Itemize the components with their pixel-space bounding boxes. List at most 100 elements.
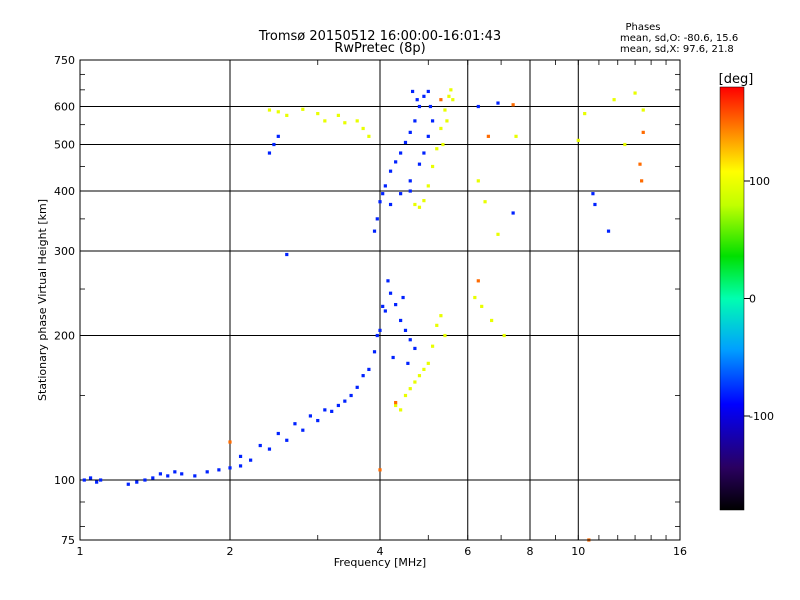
data-point-o: [323, 408, 327, 412]
colorbar-tick-label: -100: [749, 410, 774, 423]
data-point-o: [330, 409, 334, 413]
data-point-x: [476, 179, 480, 183]
x-tick-label: 2: [227, 545, 234, 558]
data-point-x: [430, 164, 435, 169]
data-point-o: [408, 179, 412, 183]
data-point-x: [276, 110, 280, 114]
data-point-o: [276, 431, 280, 436]
data-point-o: [343, 399, 347, 403]
colorbar-tick-label: 100: [749, 175, 770, 188]
data-point-other: [476, 279, 480, 283]
data-point-x: [301, 107, 305, 111]
y-tick-label: 600: [54, 101, 75, 114]
data-point-o: [158, 472, 163, 476]
x-tick-label: 10: [571, 545, 585, 558]
data-point-x: [473, 295, 477, 300]
data-point-o: [293, 422, 297, 426]
data-point-o: [403, 328, 408, 332]
data-point-o: [496, 101, 500, 105]
data-point-o: [417, 162, 422, 166]
data-point-o: [238, 464, 243, 468]
data-point-o: [408, 189, 412, 193]
data-point-o: [367, 367, 371, 372]
data-point-o: [426, 134, 430, 138]
data-point-o: [399, 192, 403, 196]
y-tick-label: 750: [54, 54, 75, 67]
x-tick-label: 8: [527, 545, 534, 558]
x-tick-label: 4: [377, 545, 384, 558]
data-point-o: [511, 211, 515, 215]
phases-heading: Phases: [625, 22, 660, 33]
data-point-o: [383, 309, 387, 313]
data-point-o: [355, 385, 359, 389]
y-tick-label: 75: [61, 534, 75, 547]
data-point-o: [408, 130, 412, 134]
data-point-x: [355, 119, 359, 123]
data-point-o: [381, 304, 385, 309]
data-point-o: [316, 418, 320, 423]
data-point-o: [285, 438, 289, 442]
x-tick-label: 1: [77, 545, 84, 558]
data-point-o: [403, 140, 408, 145]
data-point-o: [388, 169, 393, 173]
colorbar-label: [deg]: [719, 72, 754, 87]
y-tick-label: 100: [54, 474, 75, 487]
chart-title: Tromsø 20150512 16:00:00-16:01:43: [258, 29, 501, 44]
data-point-o: [180, 472, 184, 476]
data-point-x: [443, 108, 447, 112]
data-point-o: [205, 470, 209, 474]
y-axis-label: Stationary phase Virtual Height [km]: [36, 199, 49, 401]
data-points: [82, 88, 645, 542]
data-point-o: [372, 350, 377, 354]
data-point-x: [633, 91, 637, 95]
data-point-x: [285, 113, 289, 117]
data-point-x: [417, 205, 422, 209]
data-point-x: [641, 108, 645, 112]
data-point-o: [173, 470, 177, 474]
data-point-o: [388, 291, 393, 295]
data-point-o: [417, 104, 422, 109]
data-point-x: [443, 333, 447, 338]
plot-frame: [79, 59, 681, 541]
data-point-o: [88, 476, 93, 480]
data-point-other: [511, 103, 515, 107]
data-point-o: [386, 279, 390, 283]
axis-ticks: 1 2 4 6 8 10 16 75 100 200 300 400 500 600 750: [54, 54, 687, 558]
data-point-x: [417, 374, 422, 378]
data-point-o: [249, 458, 253, 462]
data-point-o: [272, 142, 276, 147]
x-tick-label: 6: [464, 545, 471, 558]
data-point-o: [126, 482, 130, 486]
data-point-o: [391, 355, 395, 360]
data-point-o: [406, 361, 410, 365]
y-tick-label: 300: [54, 245, 75, 258]
data-point-other: [638, 162, 642, 166]
data-point-o: [267, 447, 272, 451]
data-point-x: [413, 380, 417, 384]
data-point-x: [343, 121, 347, 125]
data-point-x: [394, 403, 398, 408]
data-point-o: [422, 94, 426, 98]
data-point-x: [483, 200, 487, 204]
grid: [80, 60, 680, 540]
data-point-o: [422, 151, 426, 155]
data-point-o: [301, 428, 305, 432]
data-point-x: [445, 119, 449, 123]
data-point-x: [426, 184, 430, 188]
data-point-x: [502, 333, 506, 338]
data-point-x: [316, 111, 320, 116]
y-tick-label: 400: [54, 185, 75, 198]
y-tick-label: 500: [54, 139, 75, 152]
data-point-x: [408, 387, 412, 391]
data-point-other: [228, 440, 232, 444]
data-point-o: [228, 466, 232, 470]
data-point-o: [383, 184, 387, 188]
data-point-x: [323, 119, 327, 123]
data-point-o: [238, 454, 243, 459]
x-axis-label: Frequency [MHz]: [334, 556, 426, 569]
data-point-o: [593, 202, 597, 207]
data-point-o: [82, 478, 86, 482]
data-point-o: [166, 474, 170, 478]
data-point-x: [361, 126, 365, 131]
